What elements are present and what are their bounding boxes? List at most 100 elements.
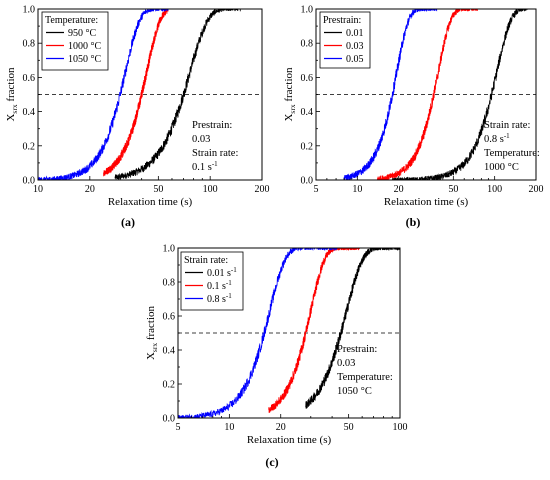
y-tick-label: 0.8	[301, 39, 314, 50]
legend-title: Strain rate:	[184, 255, 228, 266]
panel-b: 5 10 20 50 100 200 0.0 0.2 0.4 0.6 0.8 1.0 Relaxatio…	[283, 5, 544, 230]
x-tick-label: 20	[394, 184, 404, 195]
legend-box	[180, 251, 244, 311]
legend-entry: 1000 °C	[68, 41, 101, 52]
series-line-a-1	[103, 9, 169, 177]
series-line-c-0	[305, 248, 400, 409]
legend-title: Prestrain:	[323, 15, 361, 26]
legend-entry: 0.1 s-1	[207, 279, 232, 292]
y-tick-label: 1.0	[23, 5, 36, 16]
y-tick-label: 1.0	[163, 244, 176, 255]
panel-label: (c)	[265, 455, 278, 469]
annotation-text: 1000 °C	[484, 162, 519, 173]
y-tick-label: 0.0	[163, 414, 176, 425]
series-line-a-0	[114, 9, 241, 180]
legend: Temperature: 950 °C 1000 °C 1050 °C	[41, 11, 109, 71]
series-line-b-1	[377, 9, 478, 180]
x-axis-title: Relaxation time (s)	[108, 196, 193, 208]
x-axis-title: Relaxation time (s)	[384, 196, 469, 208]
annotation-line: Temperature:	[484, 148, 540, 159]
series-line-c-1	[268, 248, 360, 413]
y-axis-title-main: X	[283, 114, 295, 122]
panel-a: 10 20 50 100 200 0.0 0.2 0.4 0.6 0.8 1.0 Relaxation…	[5, 5, 270, 230]
annotation-text: Temperature:	[337, 372, 393, 383]
y-axis-title: Xsrx fraction	[5, 67, 19, 122]
y-tick-label: 1.0	[301, 5, 314, 16]
y-tick-label: 0.8	[163, 278, 176, 289]
legend-entry: 0.03	[346, 41, 364, 52]
y-tick-label: 0.8	[23, 39, 36, 50]
y-axis-title: Xsrx fraction	[145, 305, 159, 360]
y-axis-title-suffix: fraction	[283, 67, 295, 104]
legend-entry: 950 °C	[68, 28, 96, 39]
y-tick-label: 0.6	[301, 73, 314, 84]
x-tick-label: 10	[33, 184, 43, 195]
annotation-text: Prestrain:	[337, 344, 377, 355]
legend-entry-name: 1000 °C	[68, 41, 101, 52]
legend-entry-name: 0.05	[346, 54, 364, 65]
panel-label: (a)	[121, 215, 135, 229]
x-tick-label: 5	[176, 422, 181, 433]
panel-c: 5 10 20 50 100 0.0 0.2 0.4 0.6 0.8 1.0 Relaxation t…	[145, 244, 408, 470]
annotation-line: Prestrain:	[192, 120, 232, 131]
annotation-line: Strain rate:	[484, 120, 530, 131]
plot-area	[38, 9, 241, 180]
legend-box	[41, 11, 109, 71]
y-tick-label: 0.2	[163, 380, 176, 391]
annotation-line: 0.8 s-1	[484, 132, 510, 145]
annotation-text: 0.1 s	[192, 162, 212, 173]
annotation-line: 0.03	[337, 358, 355, 369]
y-tick-label: 0.0	[301, 176, 314, 187]
legend-title: Temperature:	[45, 15, 98, 26]
y-axis-title-sub: srx	[10, 104, 19, 113]
legend-entry: 0.01 s-1	[207, 266, 237, 279]
legend-entry-name: 950 °C	[68, 28, 96, 39]
y-tick-label: 0.2	[301, 141, 314, 152]
annotation: Prestrain: 0.03 Temperature: 1050 °C	[337, 344, 393, 397]
annotation-line: Prestrain:	[337, 344, 377, 355]
annotation-line: 1000 °C	[484, 162, 519, 173]
y-axis-title-suffix: fraction	[145, 305, 157, 342]
legend-entry-name: 1050 °C	[68, 54, 101, 65]
x-tick-label: 200	[255, 184, 270, 195]
y-axis-title-sub: srx	[288, 104, 297, 113]
y-axis-title: Xsrx fraction	[283, 67, 297, 122]
annotation-text: 0.03	[337, 358, 355, 369]
legend: Prestrain: 0.01 0.03 0.05	[319, 11, 371, 69]
annotation: Prestrain: 0.03 Strain rate: 0.1 s-1	[192, 120, 238, 173]
y-tick-label: 0.2	[23, 141, 36, 152]
annotation-text: 0.03	[192, 134, 210, 145]
legend-entry: 0.05	[346, 54, 364, 65]
x-tick-label: 100	[393, 422, 408, 433]
y-axis-title-main: X	[145, 352, 157, 360]
annotation-line: Strain rate:	[192, 148, 238, 159]
legend-entry-name: 0.03	[346, 41, 364, 52]
legend: Strain rate:0.01 s-10.1 s-10.8 s-1	[180, 251, 244, 311]
y-tick-label: 0.4	[23, 107, 36, 118]
x-tick-label: 50	[344, 422, 354, 433]
series-line-a-2	[38, 9, 169, 180]
y-tick-label: 0.0	[23, 176, 36, 187]
legend-entry: 0.8 s-1	[207, 292, 232, 305]
x-tick-label: 100	[487, 184, 502, 195]
plot-area	[178, 248, 400, 418]
legend-entry-name: 0.1 s	[207, 281, 226, 292]
legend-entry-name: 0.01	[346, 28, 364, 39]
x-tick-label: 200	[529, 184, 544, 195]
annotation-line: Temperature:	[337, 372, 393, 383]
y-axis-title-sub: srx	[150, 343, 159, 352]
annotation-text: Strain rate:	[192, 148, 238, 159]
annotation-sup: -1	[212, 160, 218, 168]
x-tick-label: 50	[448, 184, 458, 195]
annotation-text: Prestrain:	[192, 120, 232, 131]
panel-label: (b)	[406, 215, 421, 229]
annotation-line: 1050 °C	[337, 386, 372, 397]
x-axis-title: Relaxation time (s)	[247, 434, 332, 446]
legend-entry-sup: -1	[226, 279, 232, 287]
y-tick-label: 0.4	[163, 346, 176, 357]
x-tick-label: 5	[314, 184, 319, 195]
legend-entry-sup: -1	[231, 266, 237, 274]
series-line-c-2	[178, 248, 338, 418]
annotation-text: 0.8 s	[484, 134, 504, 145]
